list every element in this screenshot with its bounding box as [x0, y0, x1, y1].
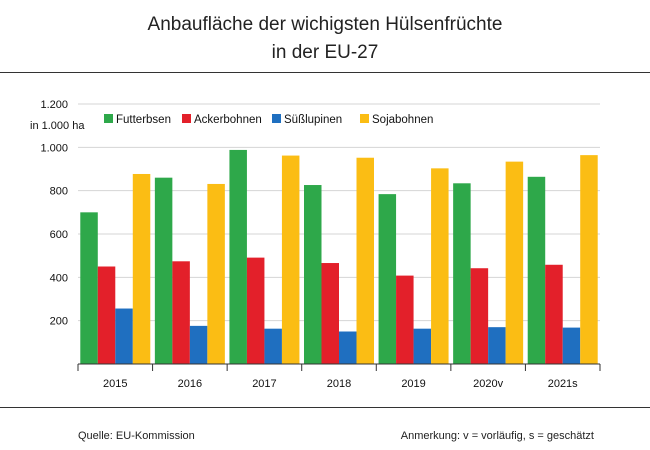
legend-label-ackerbohnen: Ackerbohnen	[194, 114, 262, 126]
x-tick-label-2019: 2019	[401, 378, 425, 390]
bar-süßlupinen-2020v	[488, 327, 506, 364]
bar-ackerbohnen-2015	[97, 266, 116, 364]
bar-süßlupinen-2019	[413, 328, 432, 364]
legend-label-futterbsen: Futterbsen	[116, 114, 171, 126]
bar-futterbsen-2015	[80, 212, 98, 364]
bottom-divider	[0, 407, 650, 408]
y-tick-label: 800	[50, 186, 68, 198]
y-tick-labels: 200 400 600 800 1.000 1.200	[40, 99, 68, 328]
legend-swatch-süßlupinen	[272, 114, 281, 123]
x-tick-label-2020v: 2020v	[473, 378, 503, 390]
bar-süßlupinen-2015	[115, 308, 133, 364]
y-axis-unit: in 1.000 ha	[30, 120, 85, 132]
bar-ackerbohnen-2016	[172, 261, 190, 364]
bar-sojabohnen-2019	[431, 168, 449, 364]
x-tick-label-2015: 2015	[103, 378, 127, 390]
bar-futterbsen-2020v	[453, 183, 471, 364]
legend-swatch-sojabohnen	[360, 114, 369, 123]
y-tick-label: 1.200	[40, 99, 68, 111]
top-divider	[0, 72, 650, 73]
bar-futterbsen-2021s	[527, 176, 546, 364]
x-tick-labels: 2015 2016 2017 2018 2019 2020v 2021s	[103, 378, 578, 390]
bar-sojabohnen-2015	[132, 173, 151, 364]
bar-futterbsen-2019	[378, 194, 397, 364]
bar-ackerbohnen-2019	[396, 275, 414, 364]
bar-sojabohnen-2018	[356, 157, 374, 364]
bar-süßlupinen-2021s	[562, 327, 581, 364]
y-tick-label: 200	[50, 316, 68, 328]
bar-ackerbohnen-2018	[321, 263, 339, 364]
legend-label-süßlupinen: Süßlupinen	[284, 114, 342, 126]
x-tick-label-2018: 2018	[327, 378, 351, 390]
bar-süßlupinen-2018	[339, 331, 357, 364]
x-tick-label-2021s: 2021s	[548, 378, 578, 390]
axes	[77, 363, 601, 371]
x-tick-label-2016: 2016	[178, 378, 202, 390]
chart-title-line-1: Anbaufläche der wichigsten Hülsenfrüchte	[147, 14, 503, 35]
x-tick-label-2017: 2017	[252, 378, 276, 390]
bar-ackerbohnen-2021s	[545, 264, 563, 364]
y-tick-label: 1.000	[40, 142, 68, 154]
bar-ackerbohnen-2020v	[470, 268, 489, 364]
bar-sojabohnen-2020v	[505, 161, 524, 364]
annotation-note: Anmerkung: v = vorläufig, s = geschätzt	[400, 430, 594, 442]
legend: Futterbsen Ackerbohnen Süßlupinen Sojabohne…	[104, 114, 433, 126]
bar-futterbsen-2018	[304, 185, 322, 364]
legend-swatch-futterbsen	[104, 114, 113, 123]
legend-swatch-ackerbohnen	[182, 114, 191, 123]
source-note: Quelle: EU-Kommission	[78, 430, 195, 442]
y-tick-label: 600	[50, 229, 68, 241]
bars	[80, 149, 598, 364]
bar-süßlupinen-2016	[189, 325, 208, 364]
bar-futterbsen-2016	[154, 177, 173, 364]
bar-sojabohnen-2017	[281, 155, 300, 364]
y-tick-label: 400	[50, 272, 68, 284]
bar-sojabohnen-2016	[207, 183, 225, 364]
chart-title-line-2: in der EU-27	[271, 42, 379, 63]
legend-label-sojabohnen: Sojabohnen	[372, 114, 433, 126]
bar-süßlupinen-2017	[264, 328, 282, 364]
bar-sojabohnen-2021s	[580, 155, 598, 364]
bar-ackerbohnen-2017	[246, 257, 265, 364]
bar-futterbsen-2017	[229, 149, 247, 364]
